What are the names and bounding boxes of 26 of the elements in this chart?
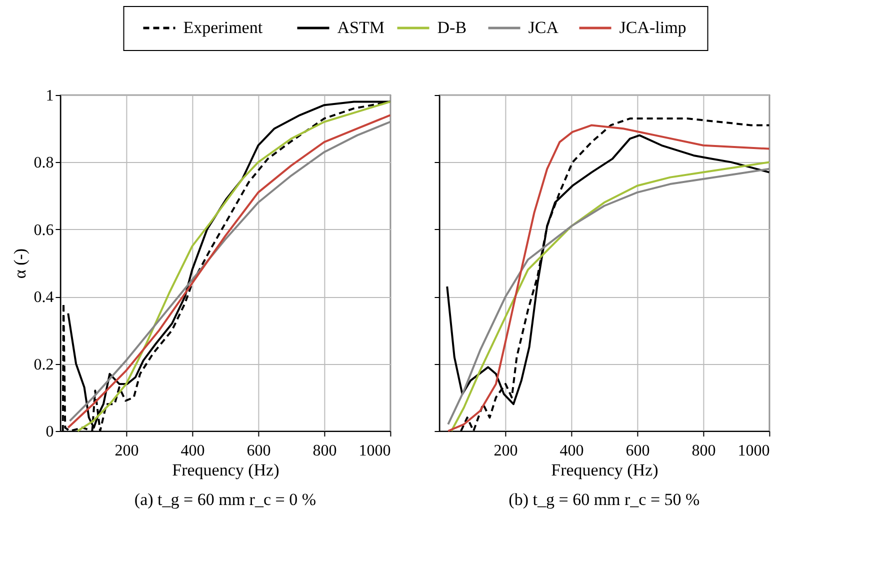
x-tick-label: 1000 bbox=[358, 442, 391, 460]
text: (b) t_g = 60 mm r_c = 50 % bbox=[508, 490, 700, 509]
x-tick-label: 1000 bbox=[738, 442, 770, 460]
y-tick-label: 0.2 bbox=[34, 356, 54, 374]
x-axis-title: Frequency (Hz) bbox=[551, 460, 658, 480]
x-tick-label: 200 bbox=[114, 442, 139, 460]
x-tick-label: 400 bbox=[180, 442, 205, 460]
legend-label: JCA bbox=[528, 18, 560, 37]
text: (a) t_g = 60 mm r_c = 0 % bbox=[134, 490, 316, 509]
x-tick-label: 200 bbox=[494, 442, 518, 460]
legend-label: ASTM bbox=[337, 18, 384, 37]
y-tick-label: 0.8 bbox=[34, 154, 54, 172]
y-tick-label: 0 bbox=[46, 424, 54, 440]
x-tick-label: 600 bbox=[626, 442, 650, 460]
legend-label: Experiment bbox=[183, 18, 263, 37]
y-tick-label: 0.6 bbox=[34, 222, 54, 239]
x-tick-label: 800 bbox=[312, 442, 337, 460]
x-tick-label: 400 bbox=[560, 442, 584, 460]
x-tick-label: 800 bbox=[692, 442, 716, 460]
y-tick-label: 1 bbox=[46, 88, 54, 104]
y-tick-label: 0.4 bbox=[34, 289, 54, 306]
x-axis-title: Frequency (Hz) bbox=[172, 460, 280, 480]
x-tick-label: 600 bbox=[246, 442, 271, 460]
legend-label: JCA-limp bbox=[619, 18, 686, 37]
legend-label: D-B bbox=[437, 18, 467, 37]
y-axis-title: α (-) bbox=[10, 248, 30, 279]
